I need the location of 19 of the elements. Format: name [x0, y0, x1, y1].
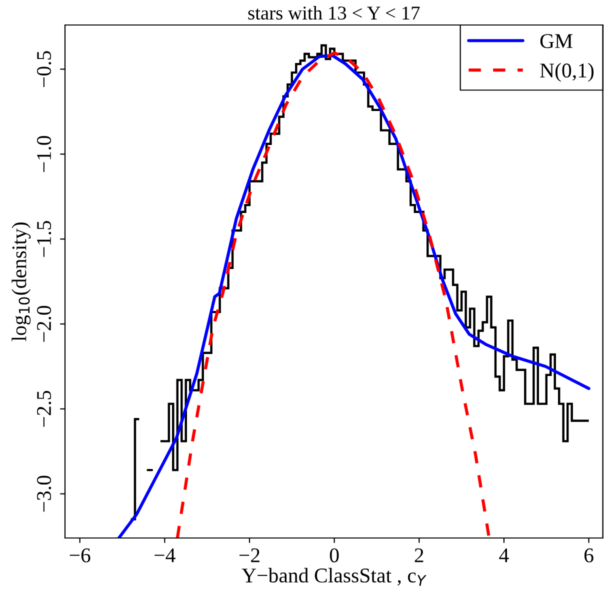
x-tick-label: −2: [239, 548, 260, 562]
y-tick-label: −2.5: [37, 390, 52, 427]
x-axis-title: Y−band ClassStat , c$_{Y}$: [242, 568, 426, 586]
y-tick-label: −2.0: [36, 306, 52, 342]
x-tick-label: 2: [414, 548, 424, 562]
y-tick-label: −1.0: [36, 136, 52, 172]
y-tick-label: −3.0: [36, 476, 52, 512]
x-tick-label: 0: [330, 548, 339, 562]
y-axis-title: log$_{10}$(density): [12, 222, 31, 342]
y-tick-label: −1.5: [37, 220, 52, 257]
y-tick-label: −0.5: [36, 51, 52, 88]
x-tick-label: 6: [584, 548, 594, 562]
legend-label: GM: [540, 34, 572, 48]
legend-label: N(0,1): [540, 62, 594, 82]
x-tick-label: 4: [499, 548, 509, 562]
line-series: [176, 52, 491, 538]
chart-title: stars with 13 < Y < 17: [248, 6, 420, 20]
x-tick-label: −4: [154, 548, 176, 562]
x-tick-label: −6: [70, 548, 90, 562]
